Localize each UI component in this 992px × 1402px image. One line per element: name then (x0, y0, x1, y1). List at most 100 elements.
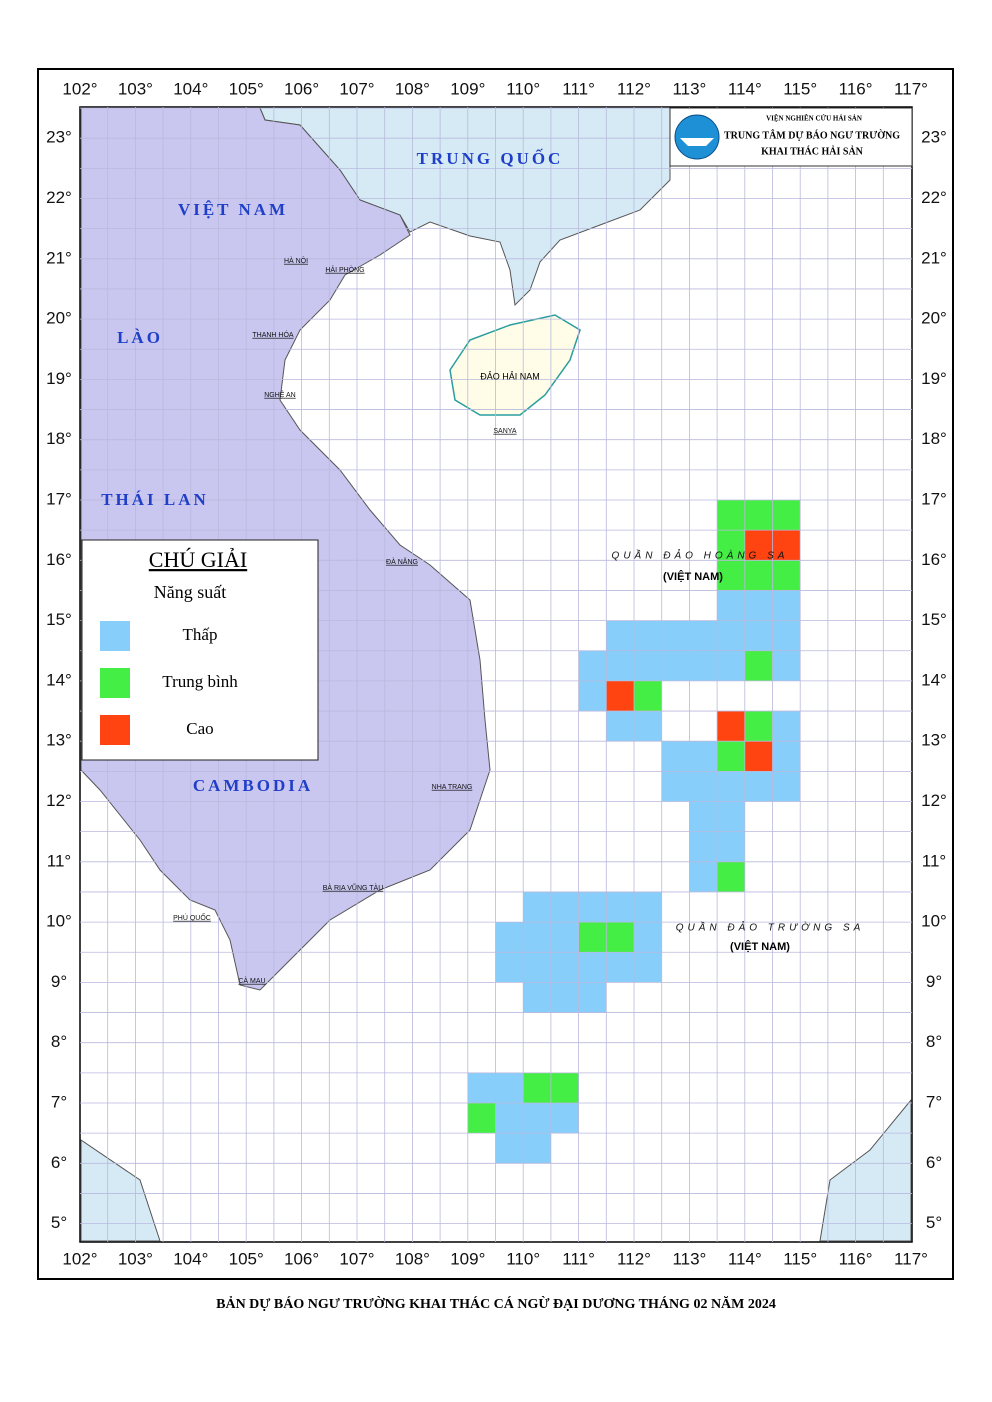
forecast-cell (717, 650, 745, 681)
forecast-cell (744, 590, 773, 621)
forecast-cell (689, 620, 718, 651)
lon-label: 102° (62, 79, 97, 98)
legend-label: Trung bình (162, 672, 238, 691)
forecast-cell (495, 952, 524, 983)
forecast-cell (717, 590, 745, 621)
forecast-cell (523, 1103, 551, 1134)
lon-label: 108° (395, 1249, 430, 1268)
city-label: HẢI PHÒNG (325, 265, 364, 274)
forecast-cell (744, 530, 773, 561)
lon-label: 105° (229, 79, 264, 98)
header-unit: KHAI THÁC HẢI SẢN (761, 145, 864, 157)
hainan (449, 314, 581, 416)
lat-label: 17° (921, 489, 947, 508)
lon-label: 102° (62, 1249, 97, 1268)
forecast-cell (744, 711, 773, 742)
forecast-cell (523, 1133, 551, 1164)
forecast-cell (717, 620, 745, 651)
place-labels: TRUNG QUỐC VIỆT NAM LÀO THÁI LAN CAMBODI… (101, 148, 865, 985)
forecast-cell (744, 560, 773, 591)
lat-label: 9° (926, 972, 942, 991)
lon-label: 107° (339, 1249, 374, 1268)
lat-label: 11° (922, 851, 946, 870)
forecast-cell (550, 1103, 579, 1134)
lon-label: 112° (617, 79, 651, 98)
city-label: THANH HÓA (252, 330, 294, 339)
lat-label: 5° (51, 1213, 67, 1232)
forecast-cell (772, 530, 801, 561)
country-label: TRUNG QUỐC (417, 148, 564, 168)
island-label: (VIỆT NAM) (663, 570, 723, 583)
forecast-cell (744, 741, 773, 772)
legend-swatch (100, 715, 130, 745)
lon-label: 115° (783, 1249, 817, 1268)
forecast-cell (578, 891, 607, 923)
lon-label: 103° (118, 1249, 153, 1268)
forecast-cell (717, 711, 745, 742)
lat-label: 5° (926, 1213, 942, 1232)
forecast-cell (550, 1072, 579, 1103)
lon-label: 117° (894, 1249, 928, 1268)
city-label: PHÚ QUỐC (173, 912, 211, 922)
lat-label: 15° (921, 610, 947, 629)
island-label: QUẦN ĐẢO TRƯỜNG SA (676, 921, 865, 934)
country-label: THÁI LAN (101, 490, 209, 509)
forecast-cell (689, 650, 718, 681)
forecast-cell (523, 1072, 551, 1103)
legend-label: Cao (186, 719, 213, 738)
lat-label: 15° (46, 610, 72, 629)
forecast-cell (467, 1072, 496, 1103)
forecast-cell (495, 1133, 524, 1164)
forecast-cell (467, 1103, 496, 1134)
forecast-cell (661, 741, 690, 772)
lon-label: 116° (839, 1249, 873, 1268)
forecast-cell (717, 500, 745, 531)
lat-label: 11° (47, 851, 71, 870)
lat-label: 20° (46, 309, 72, 328)
forecast-cell (772, 620, 801, 651)
lon-label: 110° (506, 1249, 540, 1268)
lon-label: 113° (672, 79, 706, 98)
forecast-cell (717, 831, 745, 862)
forecast-cell (606, 891, 634, 923)
lat-label: 12° (921, 791, 947, 810)
lat-label: 7° (926, 1092, 942, 1111)
forecast-cell (689, 861, 718, 892)
lat-label: 6° (926, 1153, 942, 1172)
map-title: BẢN DỰ BÁO NGƯ TRƯỜNG KHAI THÁC CÁ NGỪ Đ… (216, 1295, 776, 1312)
forecast-cell (661, 771, 690, 802)
lon-label: 115° (783, 79, 817, 98)
forecast-cell (634, 711, 662, 742)
lon-label: 111° (562, 1249, 595, 1268)
forecast-cell (550, 982, 579, 1013)
forecast-cell (634, 952, 662, 983)
forecast-cell (661, 620, 690, 651)
city-label: CÀ MAU (238, 976, 265, 985)
country-label: LÀO (117, 328, 163, 347)
forecast-cell (606, 620, 634, 651)
lat-label: 18° (46, 429, 72, 448)
lon-label: 107° (339, 79, 374, 98)
legend-label: Thấp (183, 625, 218, 644)
lat-label: 16° (46, 550, 72, 569)
forecast-cell (523, 952, 551, 983)
legend-title: CHÚ GIẢI (149, 547, 247, 572)
country-label: VIỆT NAM (178, 200, 288, 219)
lat-label: 17° (46, 489, 72, 508)
forecast-cell (772, 590, 801, 621)
lon-label: 103° (118, 79, 153, 98)
forecast-cell (772, 500, 801, 531)
forecast-cell (634, 650, 662, 681)
forecast-cell (772, 741, 801, 772)
borneo (819, 1098, 912, 1242)
forecast-cell (717, 560, 745, 591)
lon-label: 113° (672, 1249, 706, 1268)
forecast-cell (744, 620, 773, 651)
city-label: HÀ NỘI (284, 256, 308, 265)
forecast-cell (578, 650, 607, 681)
lon-label: 111° (562, 79, 595, 98)
forecast-cell (606, 650, 634, 681)
forecast-cell (744, 500, 773, 531)
lat-label: 21° (46, 248, 72, 267)
